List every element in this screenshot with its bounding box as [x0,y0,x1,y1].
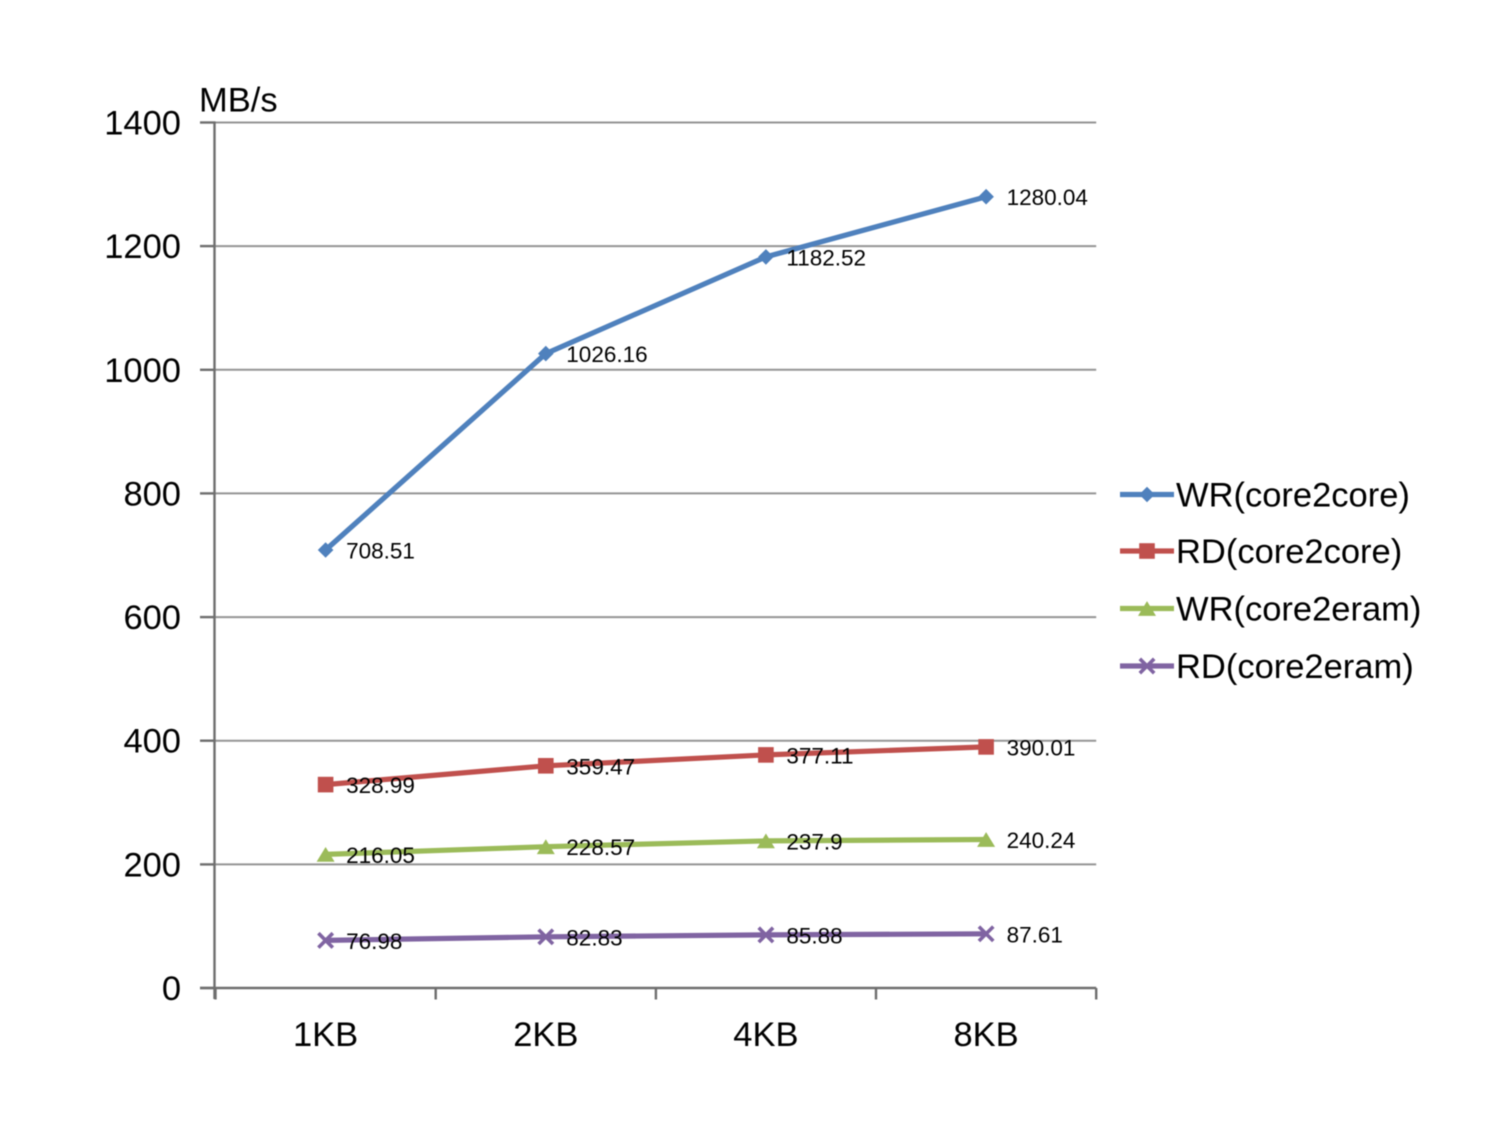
svg-text:82.83: 82.83 [566,925,622,950]
svg-text:359.47: 359.47 [566,754,635,779]
svg-text:1280.04: 1280.04 [1007,185,1088,210]
svg-text:377.11: 377.11 [786,743,853,768]
svg-text:1400: 1400 [104,105,181,143]
svg-text:237.9: 237.9 [786,829,842,854]
svg-text:216.05: 216.05 [346,843,415,868]
svg-text:MB/s: MB/s [199,82,278,120]
svg-text:WR(core2eram): WR(core2eram) [1176,591,1421,629]
svg-text:2KB: 2KB [513,1016,578,1054]
svg-text:328.99: 328.99 [346,773,415,798]
svg-text:4KB: 4KB [733,1016,798,1054]
svg-text:400: 400 [123,723,181,761]
svg-text:708.51: 708.51 [346,539,415,564]
svg-text:85.88: 85.88 [786,923,842,948]
svg-text:1200: 1200 [104,228,181,266]
svg-text:76.98: 76.98 [346,929,402,954]
svg-text:RD(core2core): RD(core2core) [1176,533,1402,571]
svg-text:800: 800 [123,475,181,513]
svg-text:8KB: 8KB [953,1016,1018,1054]
svg-text:600: 600 [123,599,181,637]
svg-text:RD(core2eram): RD(core2eram) [1176,648,1414,686]
svg-text:1026.16: 1026.16 [566,342,647,367]
svg-text:240.24: 240.24 [1007,828,1076,853]
svg-text:200: 200 [123,846,181,884]
svg-text:390.01: 390.01 [1007,735,1076,760]
svg-text:1182.52: 1182.52 [786,245,866,270]
svg-text:228.57: 228.57 [566,835,635,860]
svg-text:1000: 1000 [104,352,181,390]
svg-text:87.61: 87.61 [1007,922,1063,947]
svg-text:0: 0 [162,970,181,1008]
svg-text:WR(core2core): WR(core2core) [1176,477,1410,515]
svg-text:1KB: 1KB [293,1016,358,1054]
